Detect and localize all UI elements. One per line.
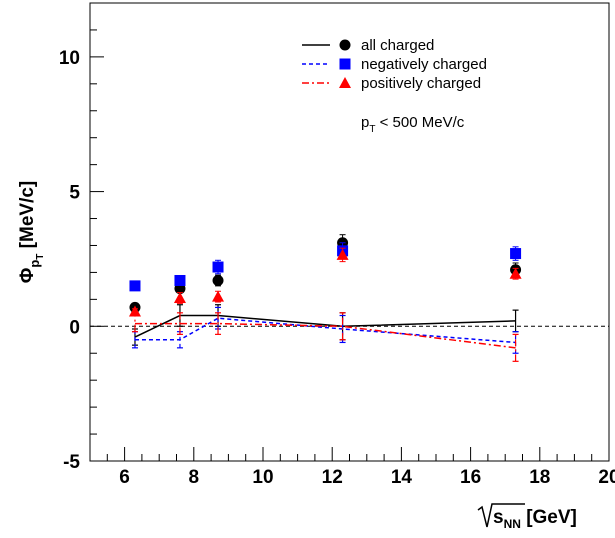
annotation-sub: T [369, 124, 375, 135]
series-line-1 [134, 317, 516, 344]
x-axis-sub: NN [504, 517, 521, 531]
point-all-charged [212, 274, 224, 286]
x-axis-unit: [GeV] [526, 507, 577, 528]
legend-marker-neg [339, 58, 351, 70]
y-tick-label: -5 [63, 452, 80, 473]
y-tick-label: 0 [69, 317, 80, 338]
legend-label-all: all charged [361, 37, 434, 54]
point-negatively-charged [129, 280, 141, 292]
point-negatively-charged [510, 248, 522, 260]
annotation-rest: < 500 MeV/c [375, 114, 464, 131]
point-positively-charged [128, 305, 141, 317]
x-tick-label: 6 [119, 467, 130, 488]
point-negatively-charged [212, 261, 224, 273]
plot-frame [89, 2, 610, 462]
legend-label-pos: positively charged [361, 75, 481, 92]
svg-text:ΦpT [MeV/c]: ΦpT [MeV/c] [17, 181, 46, 284]
point-positively-charged [509, 267, 522, 279]
svg-text:sNN [GeV]: sNN [GeV] [493, 507, 577, 531]
series-line-2 [134, 322, 516, 349]
x-tick-label: 18 [529, 467, 550, 488]
data-points [128, 234, 522, 317]
x-tick-label: 10 [252, 467, 273, 488]
y-tick-label: 10 [59, 48, 80, 69]
legend-marker-all [339, 39, 351, 51]
x-tick-label: 16 [460, 467, 481, 488]
y-axis-symbol: Φ [17, 267, 38, 283]
y-axis-unit-text: [MeV/c] [17, 181, 38, 249]
x-tick-label: 12 [322, 467, 343, 488]
point-positively-charged [336, 248, 349, 260]
x-tick-label: 20 [598, 467, 615, 488]
annotation-symbol: p [361, 114, 369, 131]
legend-marker-pos [339, 77, 351, 88]
x-axis-title: sNN [GeV] [477, 503, 577, 531]
x-axis-radicand: s [493, 507, 504, 528]
legend-label-neg: negatively charged [361, 56, 487, 73]
y-axis-sub: p [27, 260, 42, 268]
sqrt-sign [477, 503, 525, 528]
x-tick-label: 8 [189, 467, 200, 488]
systematic-bands [131, 304, 519, 362]
point-negatively-charged [174, 274, 186, 286]
legend: all charged negatively charged positivel… [302, 37, 487, 92]
pt-cut-annotation: pT < 500 MeV/c [361, 114, 465, 135]
y-axis-title: ΦpT [MeV/c] [17, 181, 46, 284]
axis-ticks: 6 8 10 12 14 16 18 20 -5 0 5 10 [59, 2, 615, 488]
y-tick-label: 5 [69, 183, 80, 204]
x-tick-label: 14 [391, 467, 413, 488]
y-axis-subsub: T [35, 254, 46, 260]
point-positively-charged [173, 292, 186, 304]
point-positively-charged [212, 290, 225, 302]
